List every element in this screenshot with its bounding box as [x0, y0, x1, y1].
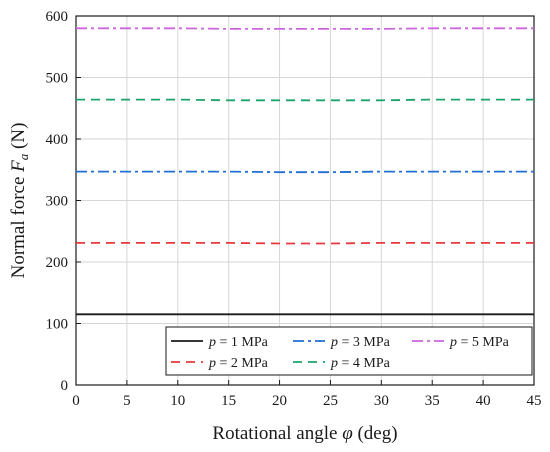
- x-tick-label: 40: [476, 393, 491, 409]
- x-tick-label: 20: [272, 393, 287, 409]
- x-tick-label: 0: [72, 393, 80, 409]
- legend-label-3: p = 3 MPa: [330, 335, 391, 350]
- legend: p = 1 MPa p = 2 MPa p = 3 MPa p = 4 MPa p = …: [165, 326, 533, 376]
- legend-label-1: p = 1 MPa: [208, 335, 269, 350]
- y-tick-label: 400: [46, 132, 69, 148]
- y-axis-label: Normal force Fa (N): [8, 123, 31, 279]
- y-tick-label: 200: [46, 255, 69, 271]
- x-tick-label: 25: [323, 393, 338, 409]
- y-tick-label: 500: [46, 71, 69, 87]
- x-tick-label: 15: [221, 393, 236, 409]
- x-tick-label: 35: [425, 393, 440, 409]
- x-tick-label: 30: [374, 393, 389, 409]
- series-line-5: [76, 27, 534, 30]
- grid: [76, 16, 534, 385]
- series-line-2: [76, 241, 534, 245]
- y-tick-label: 600: [46, 9, 69, 25]
- x-ticks: 0 5 10 15 20 25 30 35 40 45: [72, 380, 542, 409]
- y-ticks: 0 100 200 300 400 500 600: [46, 9, 81, 394]
- y-tick-label: 300: [46, 194, 69, 210]
- legend-box: [165, 326, 533, 376]
- series-line-4: [76, 98, 534, 102]
- x-tick-label: 45: [527, 393, 542, 409]
- legend-label-2: p = 2 MPa: [208, 356, 269, 371]
- x-tick-label: 5: [123, 393, 131, 409]
- legend-label-5: p = 5 MPa: [449, 335, 510, 350]
- series-line-3: [76, 170, 534, 174]
- y-tick-label: 100: [46, 317, 69, 333]
- x-tick-label: 10: [170, 393, 185, 409]
- series-layer: [76, 27, 534, 316]
- y-tick-label: 0: [61, 378, 69, 394]
- x-axis-label: Rotational angle φ (deg): [212, 423, 397, 444]
- legend-label-4: p = 4 MPa: [330, 356, 391, 371]
